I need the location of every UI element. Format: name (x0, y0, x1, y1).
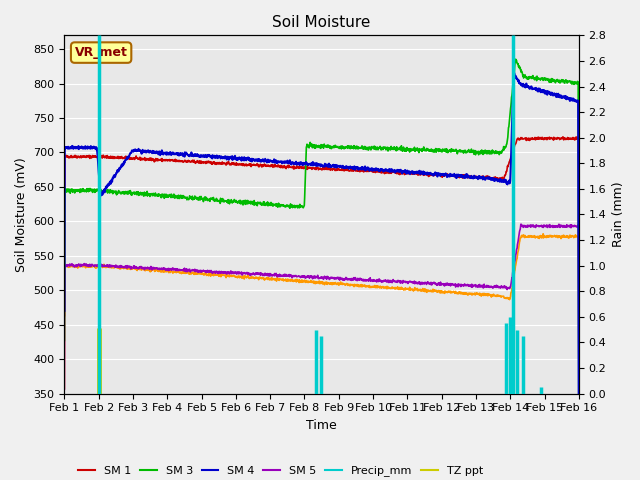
X-axis label: Time: Time (307, 419, 337, 432)
Title: Soil Moisture: Soil Moisture (273, 15, 371, 30)
Legend: SM 1, SM 2, SM 3, SM 4, SM 5, Precip_mm, TZ ppt: SM 1, SM 2, SM 3, SM 4, SM 5, Precip_mm,… (74, 461, 487, 480)
Y-axis label: Soil Moisture (mV): Soil Moisture (mV) (15, 157, 28, 272)
Text: VR_met: VR_met (75, 46, 127, 59)
Y-axis label: Rain (mm): Rain (mm) (612, 181, 625, 247)
